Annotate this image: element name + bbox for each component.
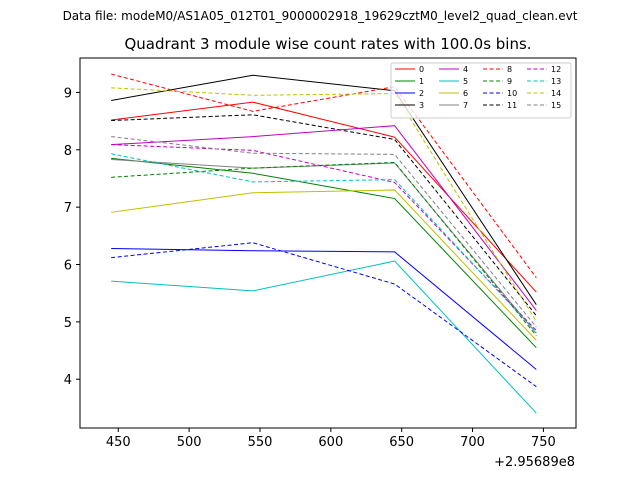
legend-label-11: 11 <box>507 101 517 110</box>
series-line-1 <box>111 157 537 349</box>
x-axis-ticks: 450 500 550 600 650 700 750 <box>106 428 556 450</box>
legend-label-13: 13 <box>551 77 561 86</box>
legend-label-1: 1 <box>419 77 424 86</box>
y-tick-label: 6 <box>64 259 72 274</box>
legend-label-7: 7 <box>463 101 468 110</box>
x-tick-label: 750 <box>531 435 556 450</box>
x-axis-offset-label: +2.95689e8 <box>494 455 575 470</box>
y-tick-label: 9 <box>64 86 72 101</box>
x-tick-label: 700 <box>460 435 485 450</box>
legend-label-12: 12 <box>551 65 561 74</box>
series-line-2 <box>111 247 537 370</box>
y-tick-label: 4 <box>64 373 72 388</box>
legend-label-8: 8 <box>507 65 512 74</box>
legend-label-6: 6 <box>463 89 468 98</box>
y-axis-ticks: 4 5 6 7 8 9 <box>64 86 80 388</box>
x-tick-label: 500 <box>177 435 202 450</box>
legend-label-9: 9 <box>507 77 512 86</box>
y-tick-label: 8 <box>64 144 72 159</box>
y-tick-label: 7 <box>64 201 72 216</box>
series-line-14 <box>111 87 537 322</box>
series-line-4 <box>111 125 537 311</box>
legend-label-10: 10 <box>507 89 517 98</box>
x-tick-label: 650 <box>389 435 414 450</box>
series-line-6 <box>111 189 537 341</box>
legend-label-15: 15 <box>551 101 561 110</box>
series-line-7 <box>111 159 537 334</box>
legend-label-3: 3 <box>419 101 424 110</box>
legend-label-5: 5 <box>463 77 468 86</box>
series-line-5 <box>111 260 537 414</box>
x-tick-label: 550 <box>248 435 273 450</box>
series-line-11 <box>111 114 537 316</box>
legend-box <box>390 62 572 119</box>
legend-label-4: 4 <box>463 65 468 74</box>
series-line-3 <box>111 74 537 305</box>
chart-title: Quadrant 3 module wise count rates with … <box>124 35 531 53</box>
legend-label-0: 0 <box>419 65 424 74</box>
series-line-13 <box>111 153 537 333</box>
legend-label-14: 14 <box>551 89 561 98</box>
series-line-0 <box>111 101 537 293</box>
plot-lines <box>111 73 537 414</box>
x-tick-label: 450 <box>106 435 131 450</box>
series-line-8 <box>111 73 537 279</box>
figure-suptitle: Data file: modeM0/AS1A05_012T01_90000029… <box>63 9 578 23</box>
x-tick-label: 600 <box>318 435 343 450</box>
series-line-10 <box>111 242 537 388</box>
legend-label-2: 2 <box>419 89 424 98</box>
plot-area-frame <box>79 57 577 429</box>
y-tick-label: 5 <box>64 316 72 331</box>
